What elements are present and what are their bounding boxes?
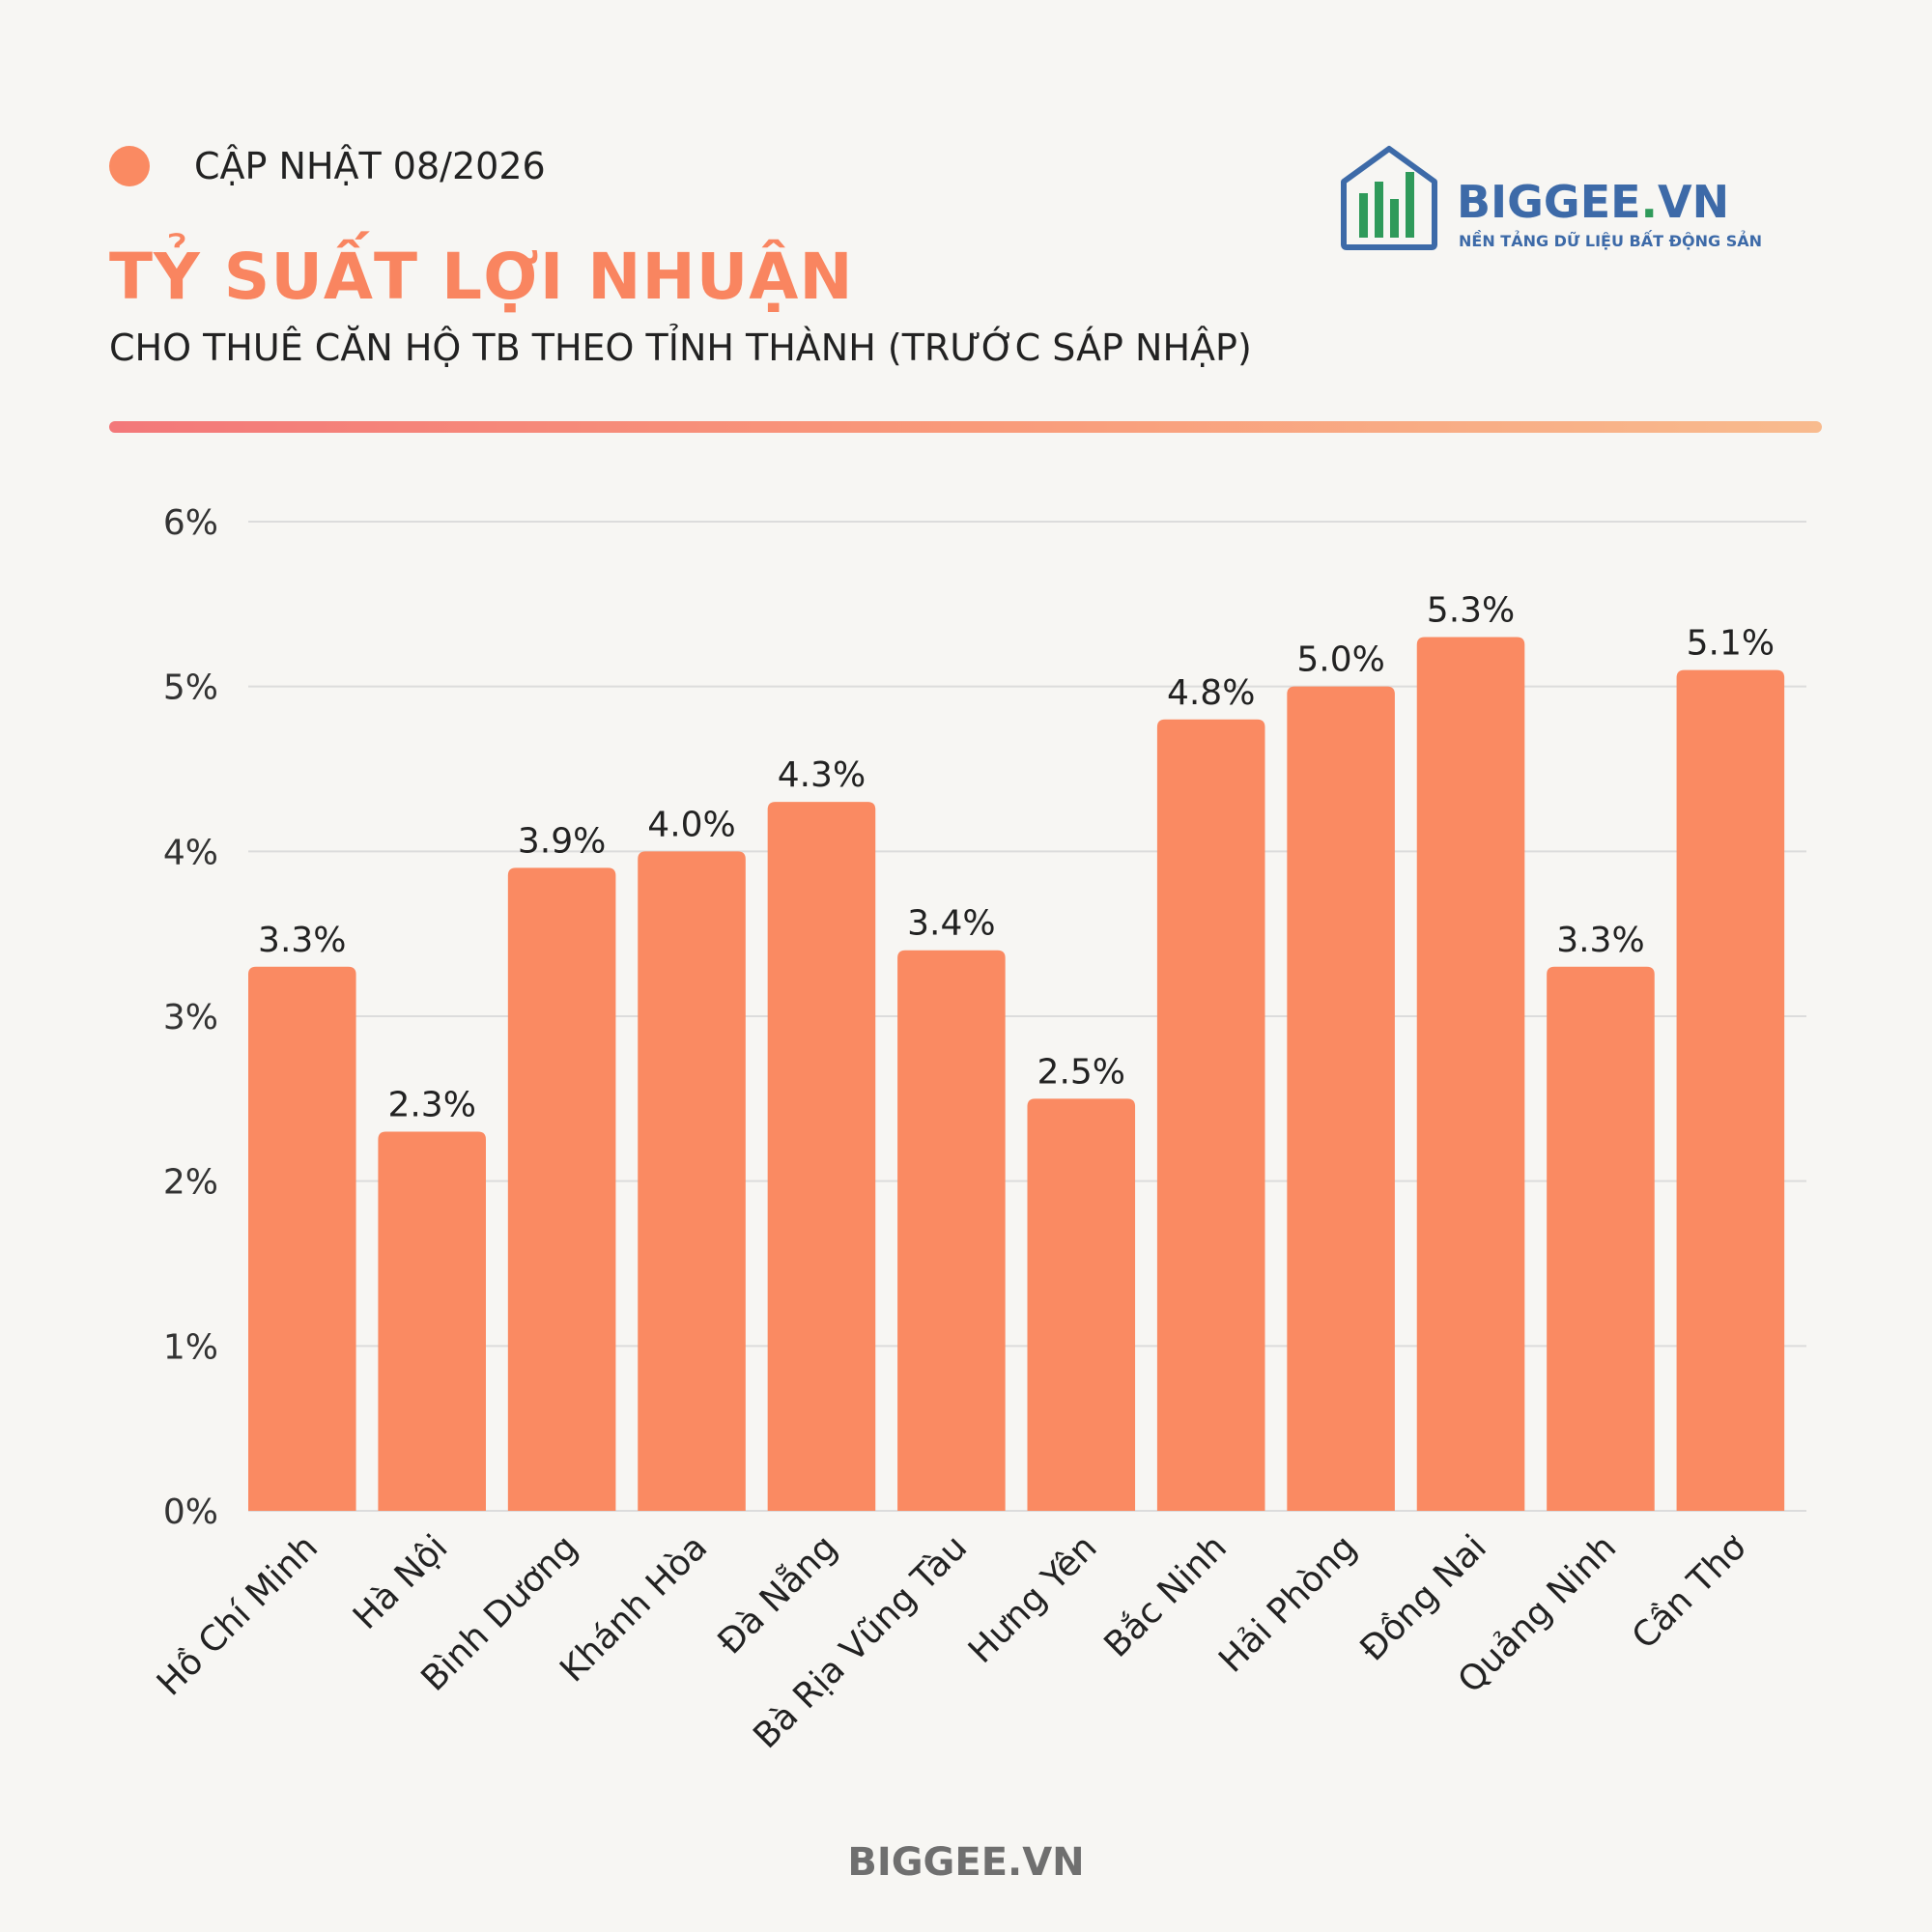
y-tick-label: 4%	[163, 833, 218, 872]
update-label: CẬP NHẬT 08/2026	[194, 145, 546, 187]
y-tick-label: 2%	[163, 1163, 218, 1203]
y-tick-label: 1%	[163, 1327, 218, 1367]
data-label: 4.0%	[647, 805, 735, 844]
bar	[767, 802, 876, 1511]
data-label: 4.8%	[1167, 673, 1255, 713]
y-tick-label: 5%	[163, 668, 218, 708]
x-tick-label: Đồng Nai	[1353, 1527, 1494, 1668]
bar	[248, 966, 356, 1511]
logo-tagline: NỀN TẢNG DỮ LIỆU BẤT ĐỘNG SẢN	[1459, 232, 1762, 250]
data-label: 3.4%	[907, 904, 995, 944]
logo-name: BIGGEE.VN	[1457, 176, 1730, 228]
bar	[1416, 637, 1525, 1511]
data-label: 3.3%	[258, 921, 346, 960]
x-tick-label: Đà Nẵng	[710, 1527, 844, 1662]
bar	[1676, 669, 1785, 1511]
bar	[378, 1131, 486, 1511]
bar	[1547, 966, 1655, 1511]
x-tick-label: Bà Rịa Vũng Tàu	[746, 1527, 975, 1756]
update-dot-icon	[109, 146, 150, 186]
data-label: 2.5%	[1037, 1052, 1125, 1092]
header-divider	[109, 421, 1822, 433]
x-tick-label: Bắc Ninh	[1097, 1527, 1236, 1665]
x-tick-label: Hải Phòng	[1211, 1527, 1364, 1680]
data-label: 5.0%	[1296, 640, 1384, 680]
data-label: 5.3%	[1427, 590, 1515, 630]
y-tick-label: 6%	[163, 503, 218, 543]
brand-logo: BIGGEE.VN NỀN TẢNG DỮ LIỆU BẤT ĐỘNG SẢN	[1336, 143, 1762, 254]
page-subtitle: CHO THUÊ CĂN HỘ TB THEO TỈNH THÀNH (TRƯỚ…	[109, 327, 1252, 369]
data-label: 4.3%	[778, 755, 866, 795]
x-tick-label: Cần Thơ	[1625, 1527, 1754, 1657]
data-label: 2.3%	[387, 1085, 475, 1124]
update-row: CẬP NHẬT 08/2026	[109, 137, 546, 195]
data-label: 3.9%	[518, 821, 606, 861]
bar	[638, 851, 746, 1511]
page-title: TỶ SUẤT LỢI NHUẬN	[109, 240, 854, 314]
bar	[1287, 686, 1395, 1511]
data-label: 5.1%	[1687, 624, 1775, 664]
y-tick-label: 0%	[163, 1492, 218, 1532]
x-tick-label: Hà Nội	[346, 1527, 456, 1637]
bar	[897, 950, 1006, 1511]
bar	[507, 867, 616, 1511]
x-tick-label: Hồ Chí Minh	[150, 1527, 326, 1703]
bar-chart: 0% 1% 2% 3% 4% 5% 6% 3.3% Hồ Chí Minh 2.3% Hà Nội 3…	[150, 503, 1806, 1756]
bar	[1156, 719, 1265, 1511]
x-tick-label: Hưng Yên	[961, 1527, 1105, 1671]
y-tick-label: 3%	[163, 998, 218, 1037]
data-label: 3.3%	[1556, 921, 1644, 960]
house-bar-chart-icon	[1341, 146, 1437, 250]
bar	[1027, 1098, 1136, 1511]
footer-brand: BIGGEE.VN	[847, 1840, 1085, 1885]
